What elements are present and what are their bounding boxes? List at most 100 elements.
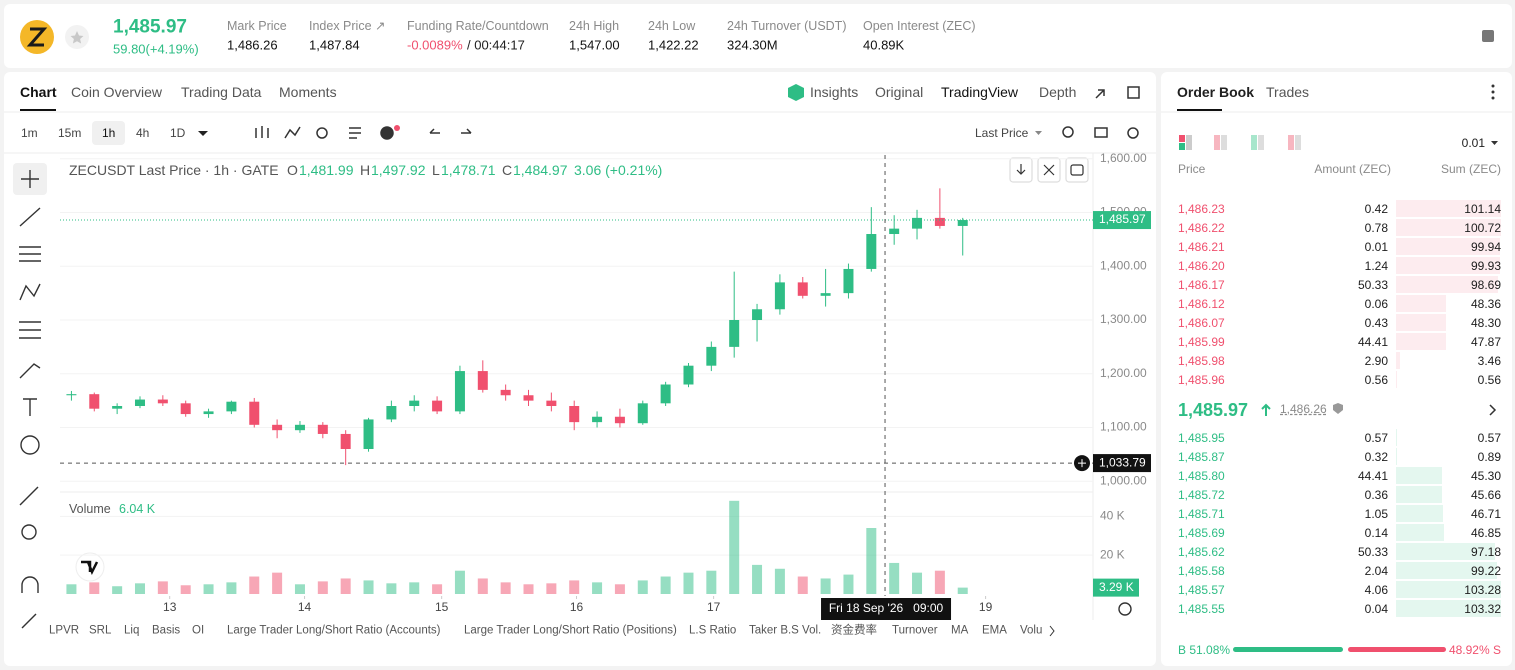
- book-price: 1,486.23: [1178, 202, 1225, 216]
- header-panel: [4, 4, 1512, 68]
- interval[interactable]: 4h: [136, 126, 150, 140]
- volume-tick-label: 20 K: [1100, 547, 1125, 561]
- book-price: 1,486.12: [1178, 297, 1225, 311]
- chart-mode[interactable]: TradingView: [941, 84, 1019, 100]
- chevron[interactable]: [1489, 404, 1497, 416]
- book-sum: 97.18: [1470, 545, 1501, 559]
- volume-bar: [614, 584, 625, 594]
- candle-body: [409, 400, 420, 407]
- indicator[interactable]: SRL: [89, 624, 112, 637]
- stat-label: Open Interest (ZEC): [863, 18, 976, 33]
- book-price: 1,485.72: [1178, 488, 1225, 502]
- candle-body: [569, 406, 580, 423]
- tab[interactable]: Coin Overview: [71, 84, 163, 100]
- indicator[interactable]: Large Trader Long/Short Ratio (Positions…: [464, 624, 677, 637]
- book-amount: 0.42: [1364, 202, 1388, 216]
- indicator[interactable]: Volu: [1020, 624, 1043, 637]
- tab[interactable]: Moments: [279, 84, 337, 100]
- star-icon: [70, 31, 84, 44]
- x-tick-label: 16: [570, 600, 584, 614]
- volume-last-label: 3.29 K: [1099, 580, 1134, 594]
- candle-body: [729, 320, 740, 347]
- book-tab[interactable]: Trades: [1266, 84, 1310, 100]
- mid-price: 1,485.97: [1178, 400, 1249, 420]
- chart-title: ZECUSDT Last Price · 1h · GATE: [69, 162, 279, 178]
- drawing-tools: [13, 163, 47, 629]
- candle-body: [249, 401, 260, 425]
- indicator[interactable]: OI: [192, 624, 205, 637]
- candle-body: [272, 424, 283, 431]
- depth-bar: [1396, 314, 1447, 331]
- x-tick-label: 19: [979, 600, 993, 614]
- depth-bar: [1396, 276, 1499, 293]
- volume-bar: [432, 584, 443, 594]
- indicator[interactable]: EMA: [982, 624, 1007, 637]
- column-header: Amount (ZEC): [1314, 162, 1391, 176]
- chart-mode[interactable]: Depth: [1039, 84, 1077, 100]
- sell-ratio-bar: [1348, 647, 1446, 652]
- menu-icon[interactable]: [1482, 30, 1494, 42]
- scroll-right[interactable]: [1049, 625, 1055, 637]
- book-price: 1,485.62: [1178, 545, 1225, 559]
- ohlc-key: H: [360, 162, 371, 178]
- settings-icon[interactable]: [1118, 602, 1132, 616]
- insights-icon: [788, 84, 804, 101]
- chart-mode[interactable]: Original: [875, 84, 924, 100]
- volume-bar: [272, 572, 283, 594]
- book-amount: 0.04: [1364, 602, 1388, 616]
- indicator[interactable]: 资金费率: [831, 624, 877, 637]
- candle-body: [432, 400, 443, 412]
- depth-bar: [1396, 486, 1443, 503]
- candle-body: [112, 406, 123, 409]
- ohlc-key: L: [432, 162, 440, 178]
- interval[interactable]: 1m: [21, 126, 38, 140]
- shield-icon: [1333, 403, 1343, 414]
- candle-body: [889, 228, 900, 235]
- book-tab[interactable]: Order Book: [1177, 84, 1255, 100]
- indicator[interactable]: Liq: [124, 624, 140, 637]
- volume-bar: [454, 570, 465, 594]
- indicator[interactable]: Large Trader Long/Short Ratio (Accounts): [227, 624, 441, 637]
- interval[interactable]: 1D: [170, 126, 186, 140]
- candle-body: [752, 309, 763, 321]
- candle-body: [934, 217, 945, 226]
- indicator[interactable]: Turnover: [892, 624, 938, 637]
- interval[interactable]: 15m: [58, 126, 82, 140]
- candle-body: [706, 346, 717, 366]
- ohlc-key: C: [502, 162, 513, 178]
- volume-bar: [774, 568, 785, 594]
- stat-value: 40.89K: [863, 37, 905, 53]
- candle-body: [454, 371, 465, 412]
- volume-bar: [957, 587, 968, 594]
- book-amount: 2.04: [1364, 564, 1388, 578]
- stat-label: Index Price ↗: [309, 18, 386, 33]
- precision[interactable]: 0.01: [1461, 136, 1485, 150]
- indicator[interactable]: Basis: [152, 624, 181, 637]
- book-price: 1,485.87: [1178, 450, 1225, 464]
- book-sum: 98.69: [1470, 278, 1501, 292]
- price-change: 59.80(+4.19%): [113, 41, 199, 57]
- book-sum: 101.14: [1464, 202, 1501, 216]
- book-amount: 0.14: [1364, 526, 1388, 540]
- volume-title: Volume: [69, 501, 111, 516]
- tv-logo-glyph: [81, 560, 99, 576]
- tab[interactable]: Chart: [20, 84, 57, 100]
- column-header: Price: [1178, 162, 1206, 176]
- book-price: 1,485.58: [1178, 564, 1225, 578]
- tab[interactable]: Trading Data: [181, 84, 262, 100]
- chart-mode[interactable]: Insights: [810, 84, 859, 100]
- notification-dot: [394, 125, 400, 131]
- candle-body: [363, 419, 374, 450]
- book-sum: 47.87: [1470, 335, 1501, 349]
- ohlc-value: 1,481.99: [299, 162, 354, 178]
- book-amount: 0.01: [1364, 240, 1388, 254]
- indicator[interactable]: MA: [951, 624, 969, 637]
- stat-value: -0.0089%: [407, 37, 463, 53]
- indicator[interactable]: Taker B.S Vol.: [749, 624, 822, 637]
- book-sum: 0.56: [1477, 373, 1501, 387]
- price-source[interactable]: Last Price: [975, 126, 1029, 140]
- indicator[interactable]: L.S Ratio: [689, 624, 737, 637]
- interval[interactable]: 1h: [102, 126, 116, 140]
- indicator[interactable]: LPVR: [49, 624, 80, 637]
